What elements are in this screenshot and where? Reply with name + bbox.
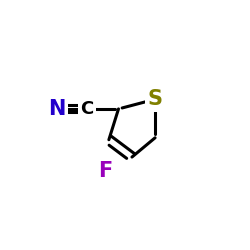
Text: F: F [98, 160, 112, 180]
Text: C: C [80, 100, 93, 118]
Text: S: S [148, 89, 162, 109]
Text: N: N [48, 99, 66, 119]
